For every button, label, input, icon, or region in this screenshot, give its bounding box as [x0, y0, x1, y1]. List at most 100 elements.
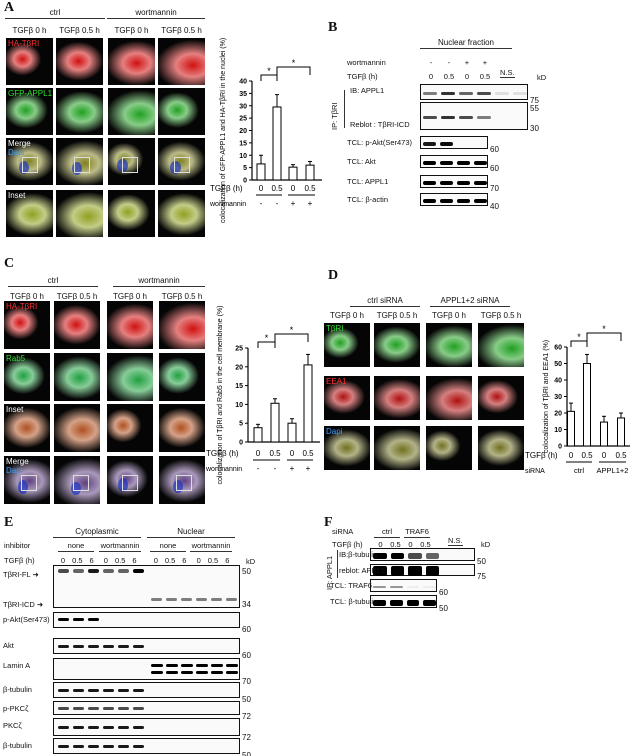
mw-marker: 55 [530, 104, 539, 113]
micrograph: GFP-APPL1 [5, 87, 54, 136]
micrograph [157, 37, 206, 86]
band [151, 664, 163, 667]
micrograph: Inset [3, 403, 51, 453]
row-label: siRNA [525, 468, 545, 475]
e-tgf-value: 0 [60, 556, 66, 565]
row-value: 0.5 [302, 449, 314, 458]
mw-marker: 50 [242, 567, 251, 576]
y-tick-label: 15 [235, 383, 243, 390]
micrograph [373, 375, 421, 421]
nucleus [172, 480, 183, 494]
group-header: ctrl siRNA [350, 296, 420, 307]
band [118, 707, 129, 710]
y-axis-label: colocalization of GFP-APPL1 and HA-TβRI … [220, 38, 227, 223]
band [73, 726, 84, 729]
e-tgf-value: 0.5 [114, 556, 126, 565]
b-tgf-value: 0 [428, 72, 434, 81]
y-tick-label: 5 [239, 421, 243, 428]
band [133, 726, 144, 729]
column-label: TGFβ 0.5 h [56, 292, 98, 301]
e-tgf-value: 6 [182, 556, 187, 565]
panel-label-c: C [4, 256, 15, 271]
band [133, 569, 144, 573]
blot-label: p-Akt(Ser473) [3, 615, 50, 624]
mw-marker: 72 [242, 733, 251, 742]
row-value: 0 [256, 449, 261, 458]
significance-bracket [570, 340, 588, 347]
mw-marker: 70 [490, 184, 499, 193]
significance-bracket [586, 332, 622, 341]
y-tick-label: 15 [239, 140, 247, 147]
row-value: - [260, 199, 263, 208]
micrograph [373, 322, 421, 368]
band [88, 745, 99, 748]
blot-box [370, 564, 475, 576]
row-value: - [257, 464, 260, 473]
b-tgf-label: TGFβ (h) [347, 72, 378, 81]
band [133, 745, 144, 748]
band [166, 598, 177, 601]
blot-box [420, 155, 488, 168]
row-value: 0.5 [304, 184, 316, 193]
band [73, 689, 84, 692]
band [88, 689, 99, 692]
blot-box [420, 193, 488, 206]
y-tick-label: 20 [235, 364, 243, 371]
blot-label: p-PKCζ [3, 704, 29, 713]
nucleus [18, 480, 29, 494]
row-value: 0 [259, 184, 264, 193]
e-tgf-value: 0 [103, 556, 108, 565]
band [406, 599, 420, 606]
micrograph [53, 403, 101, 453]
row-value: APPL1+2 [597, 466, 629, 475]
band [58, 689, 69, 692]
band [151, 598, 162, 601]
f-tgf-value: 0.5 [420, 540, 431, 549]
blot-label: TCL: p-Akt(Ser473) [347, 138, 413, 147]
row-label-text: Dapi [326, 427, 343, 436]
band [226, 664, 238, 667]
micrograph [55, 189, 104, 238]
mw-marker: 30 [530, 124, 539, 133]
row-label: Inset [6, 405, 23, 414]
significance-star: * [290, 325, 294, 335]
row-label: HA-TβRI [8, 39, 39, 48]
band [423, 160, 436, 165]
y-tick-label: 35 [239, 91, 247, 98]
y-tick-label: 20 [239, 128, 247, 135]
band [373, 599, 386, 606]
blot-label: Reblot : TβRI-ICD [350, 120, 410, 129]
band [118, 689, 129, 692]
e-tgf-value: 0 [196, 556, 201, 565]
blot-label: β-tubulin [3, 685, 32, 694]
band [58, 726, 69, 729]
row-value: 0 [291, 184, 296, 193]
significance-bracket [274, 333, 309, 342]
significance-bracket [257, 341, 276, 348]
blot-box [53, 701, 240, 715]
row-label: wortmannin [209, 201, 246, 208]
row-label: HA-TβRI [6, 302, 37, 311]
band [457, 160, 470, 165]
panel-label-d: D [328, 268, 339, 283]
e-tgf-value: 6 [89, 556, 94, 565]
y-tick-label: 10 [554, 427, 562, 434]
band [423, 198, 436, 203]
blot-label: TCL: APPL1 [347, 177, 389, 186]
significance-star: * [602, 324, 606, 334]
band [226, 598, 237, 601]
micrograph: HA-TβRI [3, 300, 51, 350]
row-label: Merge Dapi [6, 457, 29, 475]
band [181, 664, 193, 667]
f-sirna-label: siRNA [332, 527, 354, 536]
band [440, 198, 453, 203]
micrograph [157, 87, 206, 136]
band [390, 552, 404, 559]
mw-marker: 60 [490, 145, 499, 154]
y-tick-label: 5 [243, 165, 247, 172]
blot-box [370, 595, 437, 608]
band [474, 180, 487, 185]
band [425, 552, 439, 559]
